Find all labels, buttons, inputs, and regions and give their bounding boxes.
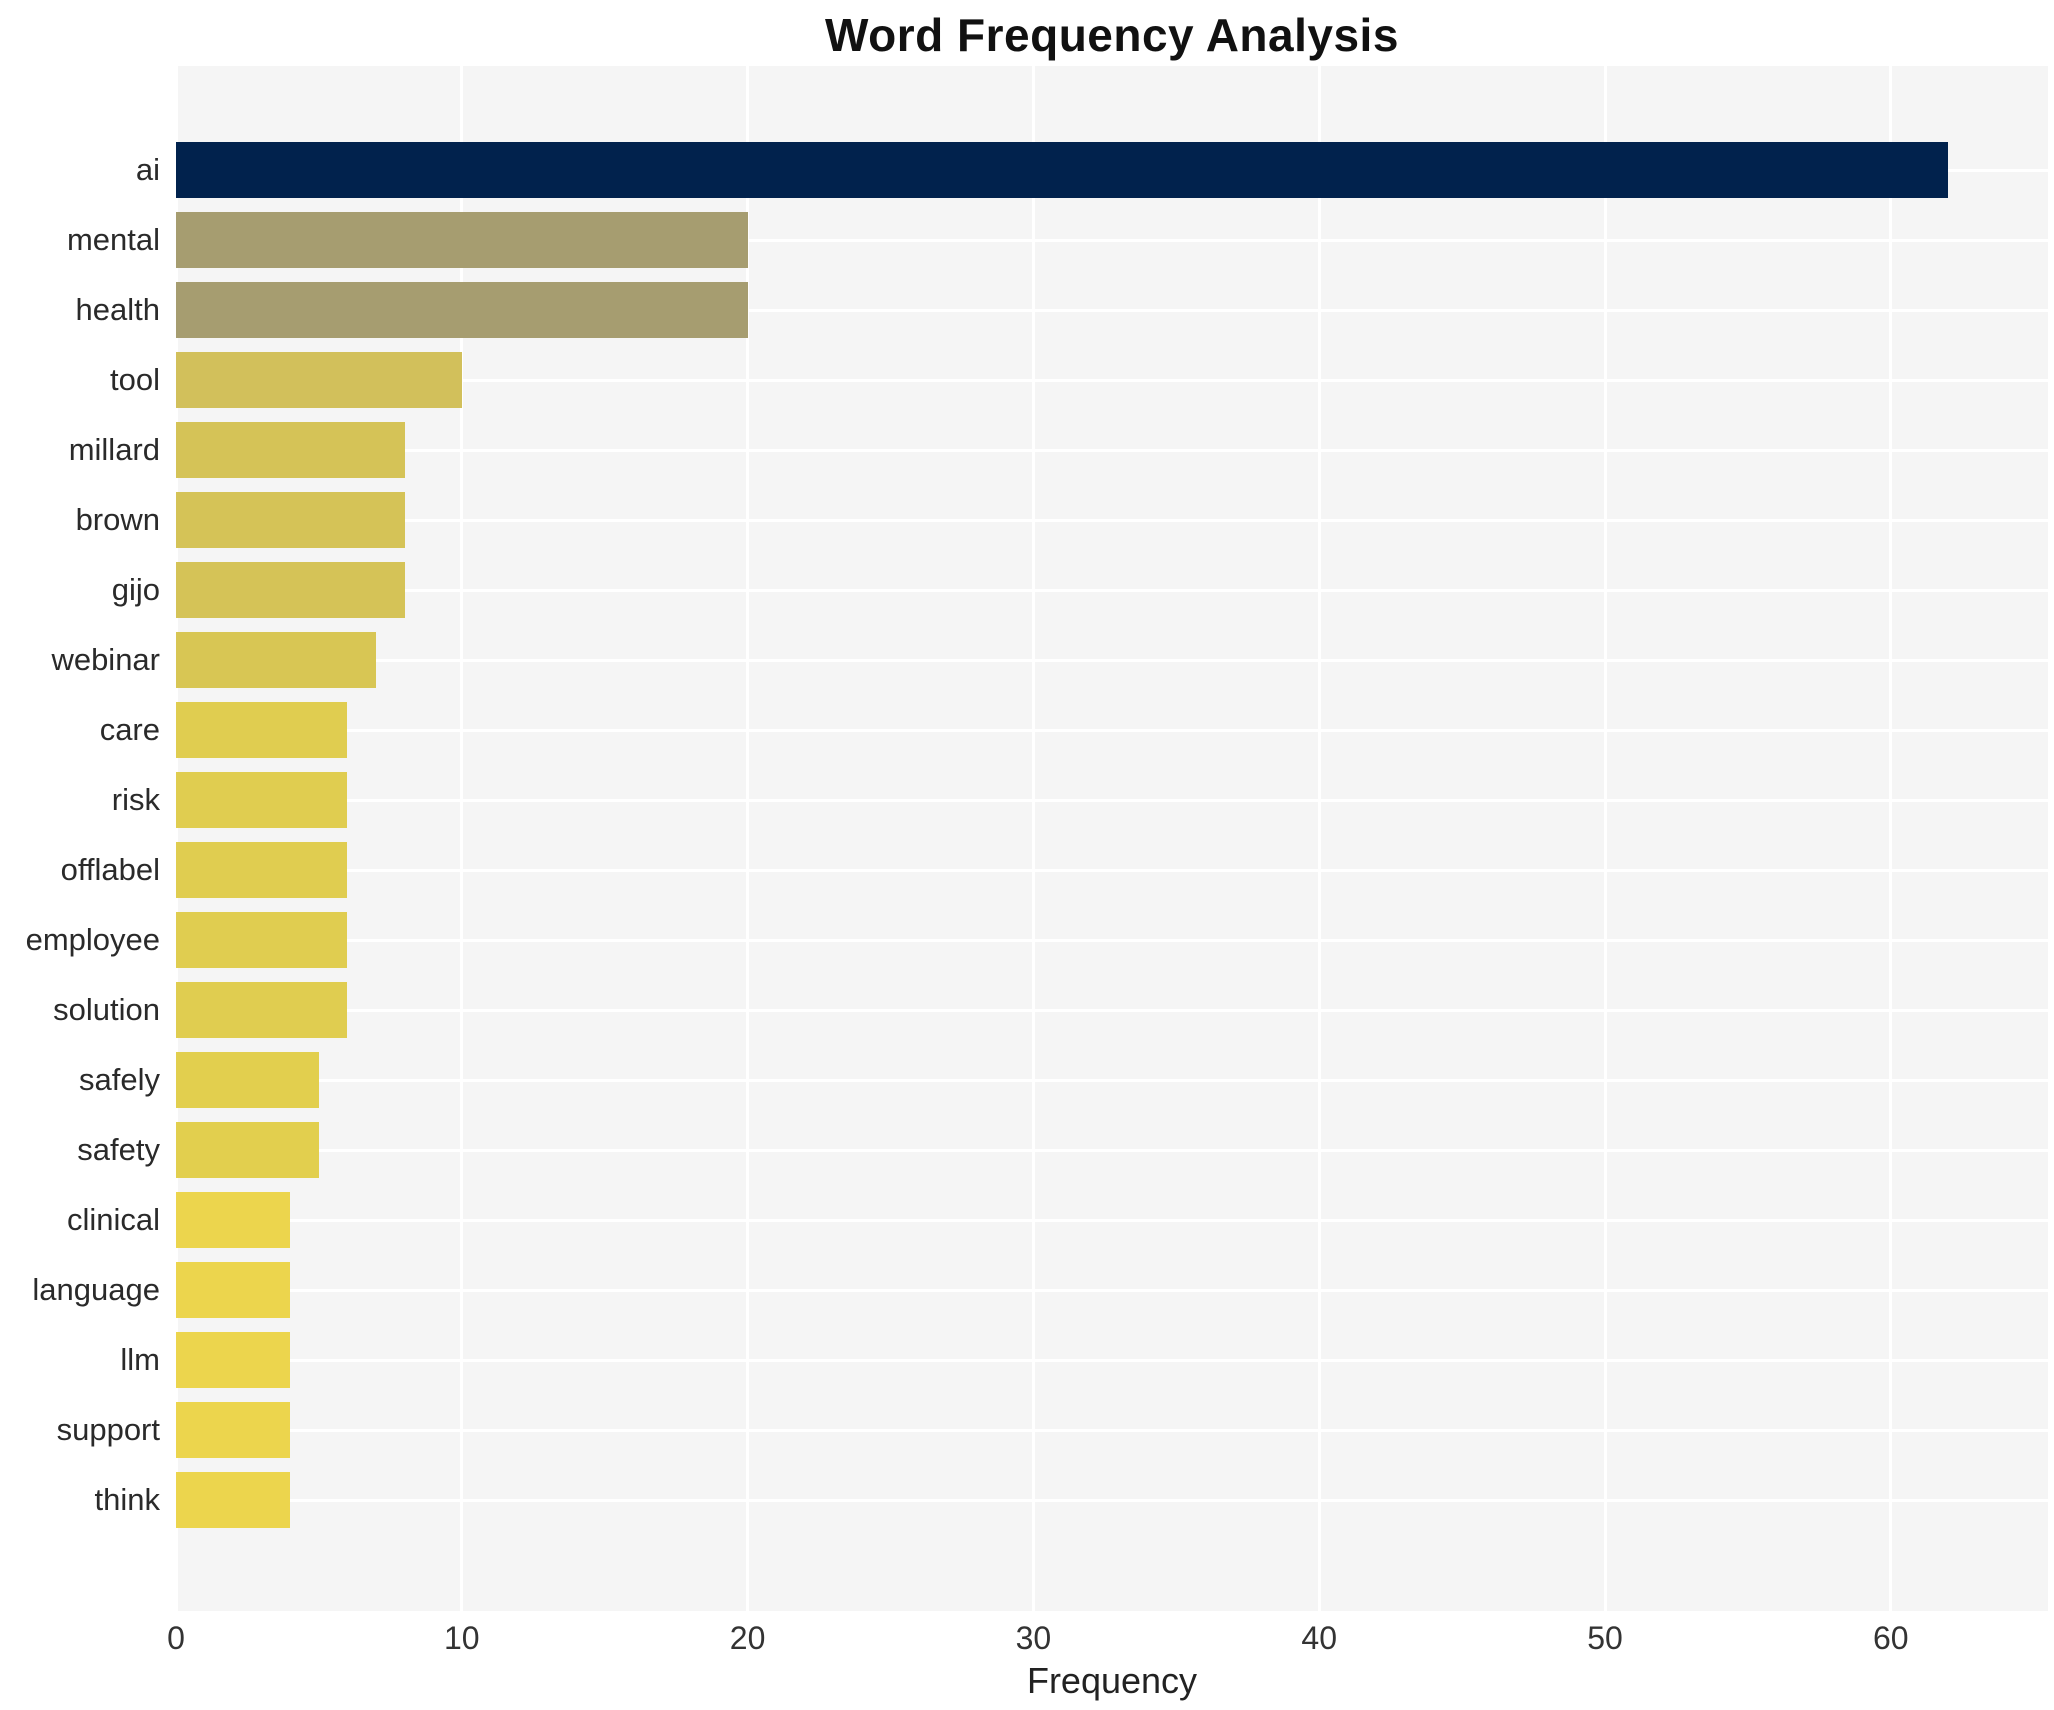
bar-offlabel [176,842,347,898]
gridline-x-10 [460,66,463,1611]
gridline-y-webinar [176,658,2048,662]
gridline-y-millard [176,448,2048,452]
bar-safety [176,1122,319,1178]
x-tick-0: 0 [167,1620,185,1656]
y-label-risk: risk [111,782,160,817]
gridline-y-solution [176,1008,2048,1012]
y-label-webinar: webinar [51,642,160,677]
gridline-x-20 [746,66,749,1611]
y-label-clinical: clinical [66,1202,160,1237]
x-tick-50: 50 [1587,1620,1623,1656]
gridline-y-risk [176,798,2048,802]
chart-title: Word Frequency Analysis [825,9,1399,61]
gridline-y-language [176,1288,2048,1292]
y-label-think: think [94,1482,160,1517]
y-label-gijo: gijo [111,572,160,607]
x-tick-20: 20 [729,1620,766,1656]
y-label-millard: millard [68,432,160,467]
y-label-offlabel: offlabel [60,852,160,887]
gridline-y-employee [176,938,2048,942]
y-label-brown: brown [75,502,160,537]
x-tick-40: 40 [1301,1620,1337,1656]
bar-tool [176,352,462,408]
y-label-mental: mental [66,222,160,257]
y-label-solution: solution [53,992,160,1027]
y-label-support: support [56,1412,160,1447]
plot-area [175,66,2048,1611]
y-label-employee: employee [25,922,160,957]
gridline-y-tool [176,378,2048,382]
gridline-y-gijo [176,588,2048,592]
gridline-y-support [176,1428,2048,1432]
y-label-tool: tool [110,362,160,397]
bar-webinar [176,632,376,688]
bar-safely [176,1052,319,1108]
gridline-x-60 [1889,66,1892,1611]
y-label-language: language [32,1272,160,1307]
bar-llm [176,1332,290,1388]
bar-gijo [176,562,405,618]
gridline-y-offlabel [176,868,2048,872]
gridline-x-50 [1604,66,1607,1611]
gridline-x-40 [1318,66,1321,1611]
bar-risk [176,772,347,828]
bar-health [176,282,748,338]
bar-employee [176,912,347,968]
y-label-health: health [75,292,160,327]
bar-support [176,1402,290,1458]
y-label-llm: llm [120,1342,160,1377]
x-tick-10: 10 [444,1620,480,1656]
gridline-y-clinical [176,1218,2048,1222]
gridline-y-care [176,728,2048,732]
gridline-y-health [176,308,2048,312]
gridline-y-think [176,1498,2048,1502]
gridline-y-llm [176,1358,2048,1362]
y-label-safely: safely [79,1062,160,1097]
bar-clinical [176,1192,290,1248]
x-axis-label: Frequency [1026,1660,1198,1701]
y-label-ai: ai [135,152,160,187]
x-tick-30: 30 [1015,1620,1052,1656]
y-label-safety: safety [77,1132,160,1167]
bar-brown [176,492,405,548]
gridline-y-mental [176,238,2048,242]
bar-millard [176,422,405,478]
gridline-y-brown [176,518,2048,522]
x-tick-60: 60 [1873,1620,1909,1656]
bar-care [176,702,347,758]
bar-mental [176,212,748,268]
gridline-y-safety [176,1148,2048,1152]
gridline-x-30 [1032,66,1035,1611]
y-label-care: care [99,712,160,747]
bar-think [176,1472,290,1528]
bar-ai [176,142,1948,198]
bar-solution [176,982,347,1038]
bar-language [176,1262,290,1318]
gridline-y-safely [176,1078,2048,1082]
gridline-x-0 [175,66,178,1611]
